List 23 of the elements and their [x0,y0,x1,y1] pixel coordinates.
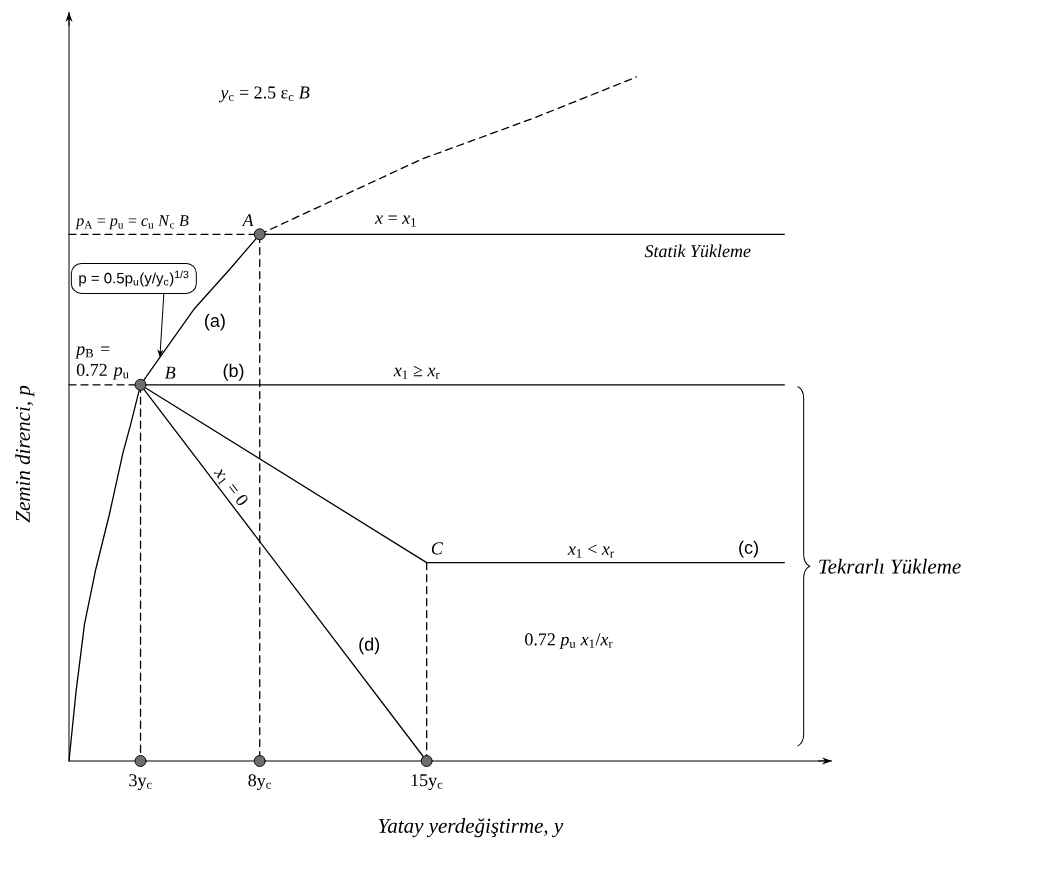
y-axis-title: Zemin direnci, p [15,385,35,523]
annotation: x$_{1}$ ≥ x$_{r}$ [393,365,440,379]
annotation: x = x$_{1}$ [374,215,416,227]
x-tick-label: 3y$_{c}$ [129,774,152,791]
annotation: y$_{c}$ = 2.5 ε$_{c}$ B [218,86,310,103]
x-tick-label: 8y$_{c}$ [248,774,271,791]
annotation: x$_{1}$ = 0 [213,468,248,506]
annotation: p = 0.5p$_{u}$(y/y$_{c}$)$^{1/3}$ [79,270,189,287]
annotation: (d) [359,637,380,655]
annotation: Tekrarlı Yükleme [819,558,961,574]
annotation: Statik Yükleme [644,244,751,258]
annotation: (b) [223,363,244,381]
annotation: (a) [205,313,225,331]
annotation: A [241,214,254,227]
text: p$_{A}$ = p$_{u}$ = c$_{u}$ N$_{c}$ B [75,215,189,230]
x-tick-label: 15y$_{c}$ [411,774,443,790]
annotation: B [164,366,176,379]
annotation: x$_{1}$ < x$_{r}$ [567,544,614,558]
x-axis-title: Yatay yerdeğiştirme, y [378,818,564,838]
annotation: C [431,542,444,555]
annotation: 0.72 p$_{u}$ x$_{1}$/x$_{r}$ [525,633,613,650]
annotation: p$_{B}$ = 0.72 p$_{u}$ [75,346,129,380]
annotation: (c) [739,540,758,558]
